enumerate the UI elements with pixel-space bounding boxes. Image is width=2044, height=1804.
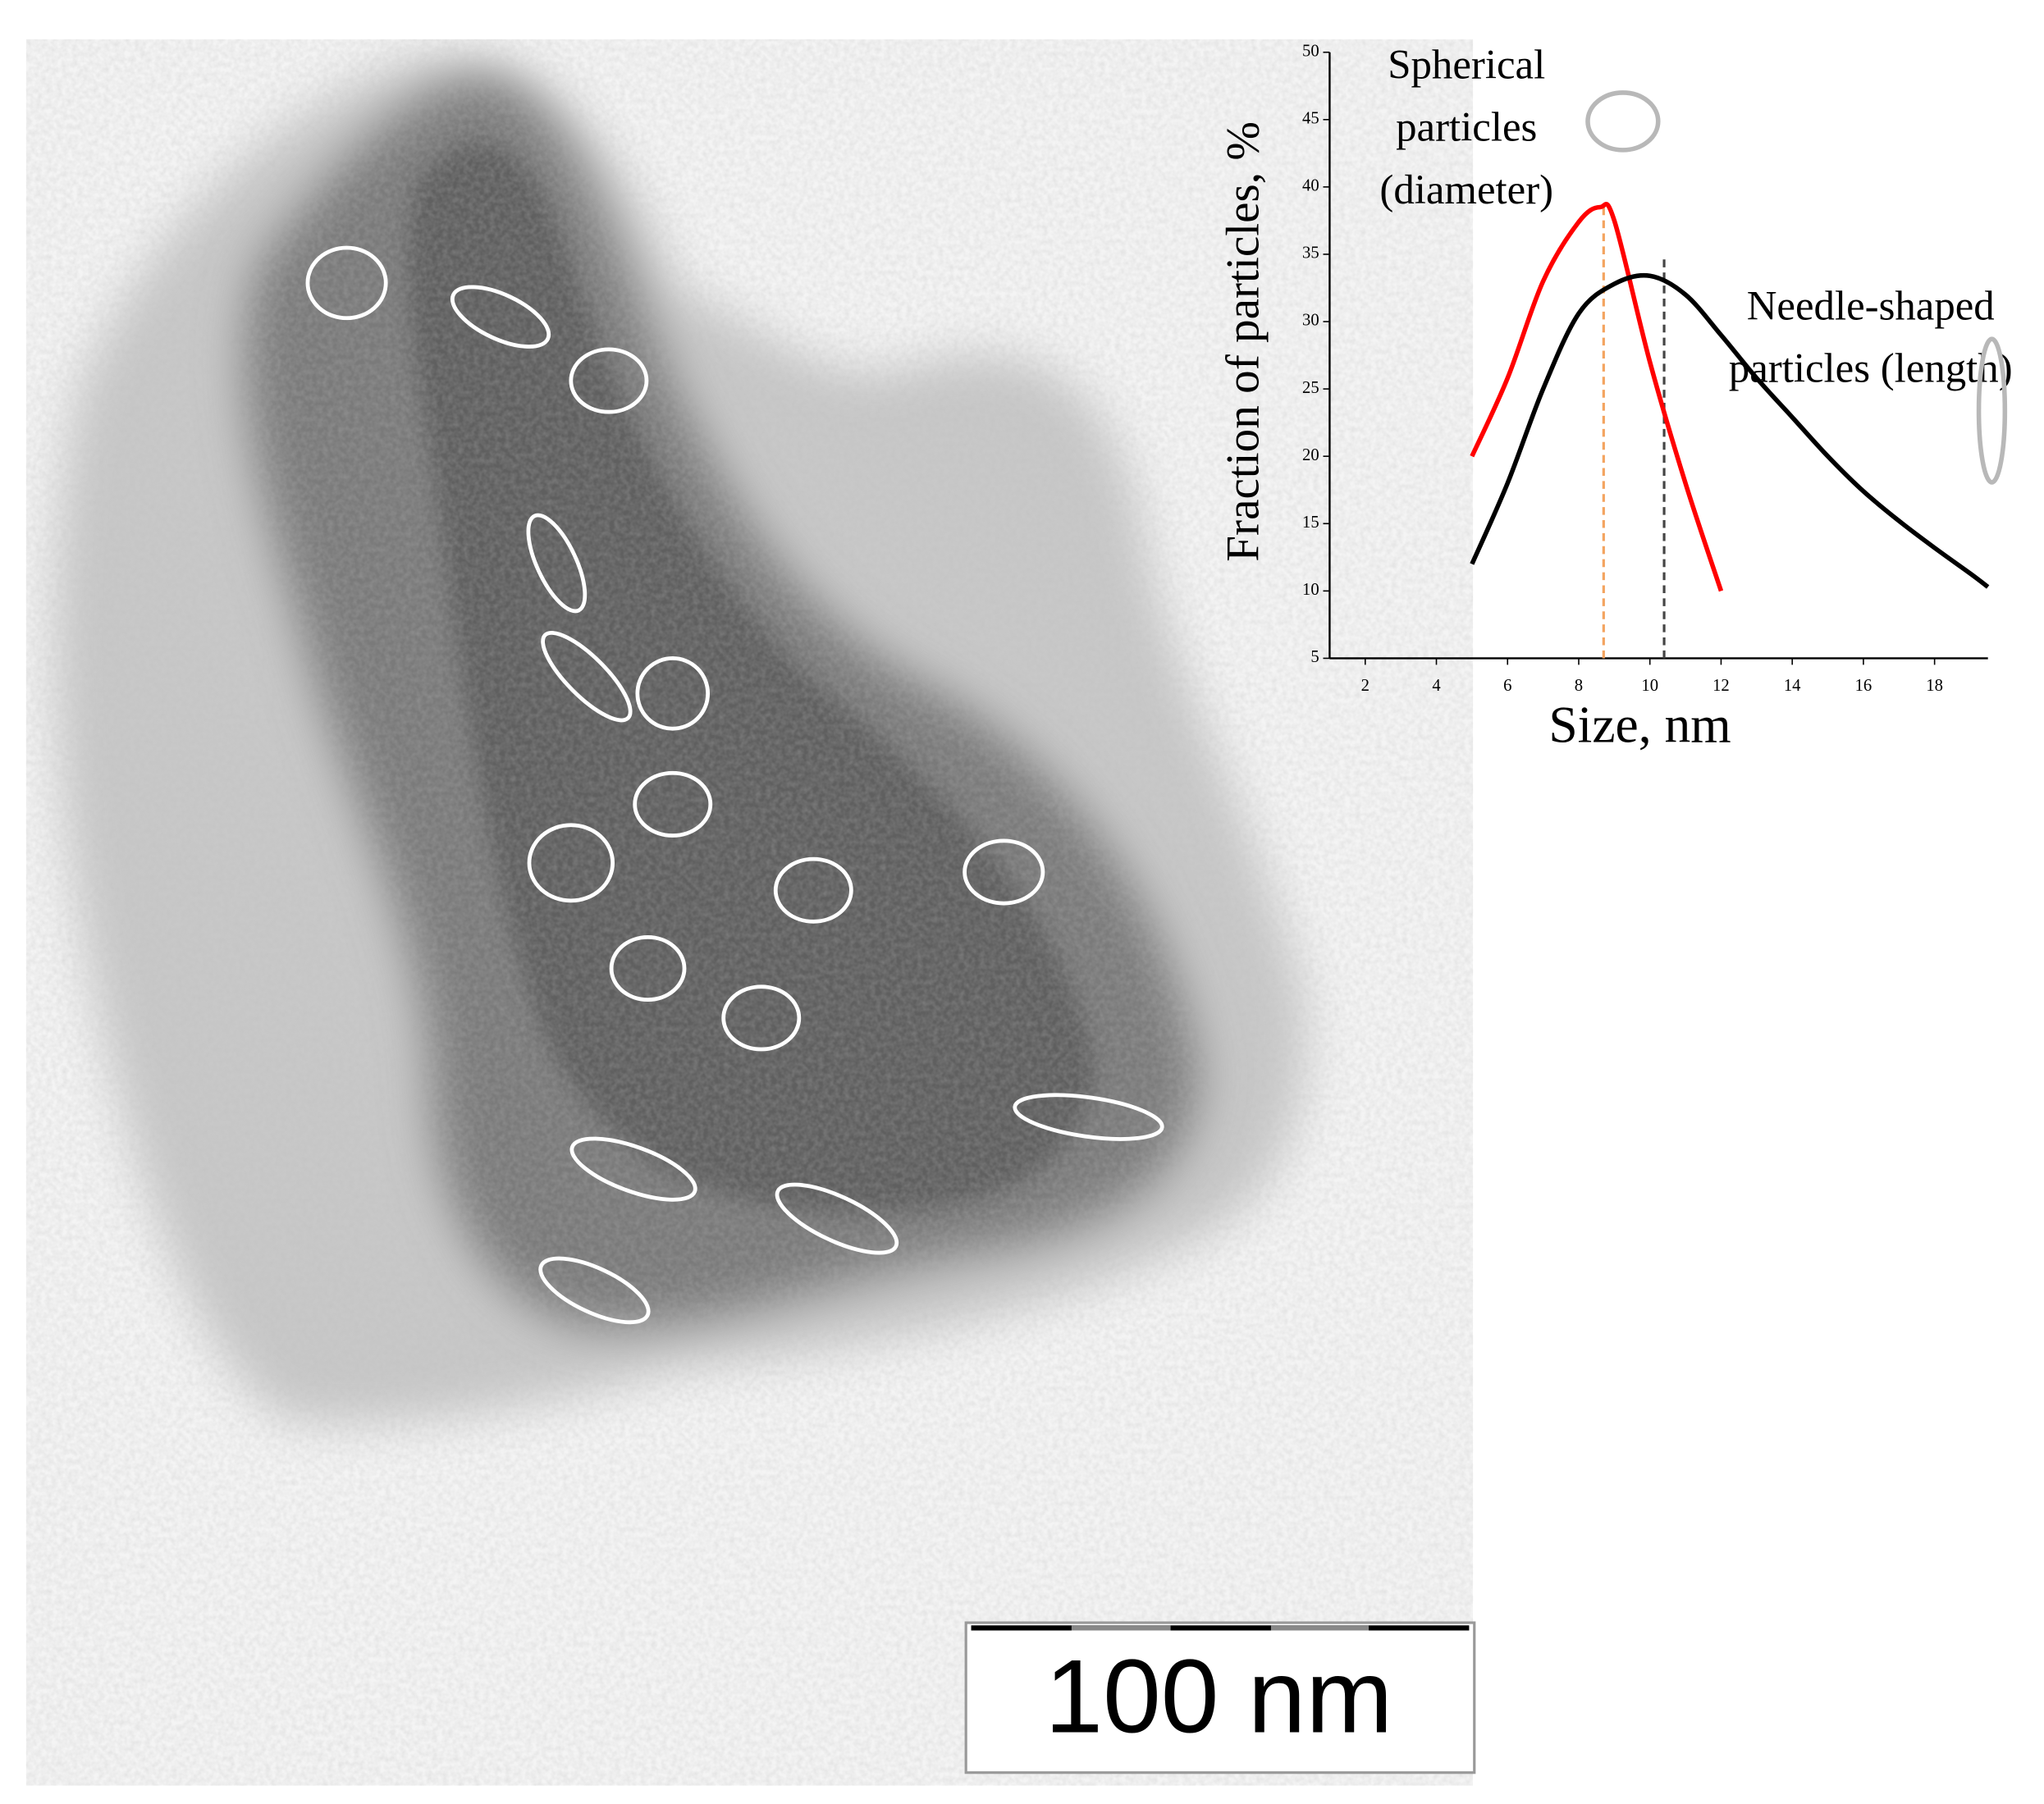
legend-symbol — [1585, 90, 1661, 153]
x-tick-label: 2 — [1361, 677, 1370, 695]
x-tick-label: 10 — [1641, 677, 1658, 695]
series-line — [1470, 272, 1990, 589]
legend-entry: Needle-shaped particles (length) — [1728, 281, 2013, 391]
y-tick-label: 40 — [1302, 177, 1319, 195]
x-tick-label: 8 — [1575, 677, 1583, 695]
series-line — [1470, 202, 1724, 592]
x-tick-label: 18 — [1926, 677, 1943, 695]
y-tick-label: 45 — [1302, 110, 1319, 128]
y-tick-label: 25 — [1302, 379, 1319, 397]
legend-entry: Spherical particles (diameter) — [1379, 40, 1554, 213]
legend-label: Needle-shaped particles (length) — [1728, 281, 2013, 391]
legend-label: Spherical particles (diameter) — [1379, 40, 1554, 213]
x-tick-label: 6 — [1503, 677, 1511, 695]
x-tick-label: 16 — [1855, 677, 1873, 695]
y-tick-label: 50 — [1302, 42, 1319, 60]
x-tick-label: 12 — [1712, 677, 1730, 695]
scale-bar: 100 nm — [964, 1621, 1476, 1774]
x-axis-label: Size, nm — [1548, 695, 1731, 753]
legend-symbol — [1976, 336, 2008, 485]
y-tick-label: 30 — [1302, 312, 1319, 330]
y-axis-label: Fraction of particles, % — [1217, 121, 1269, 562]
inset-chart: Size, nm Fraction of particles, % 5 10 15 2… — [1217, 40, 2013, 753]
y-tick-label: 20 — [1302, 446, 1319, 464]
particle-marks — [305, 245, 1164, 1325]
x-tick-label: 4 — [1432, 677, 1440, 695]
x-tick-label: 14 — [1784, 677, 1801, 695]
micrograph — [25, 39, 1474, 1786]
y-tick-label: 5 — [1310, 648, 1319, 666]
y-tick-label: 10 — [1302, 581, 1319, 599]
scale-bar-label: 100 nm — [1045, 1638, 1392, 1755]
y-tick-label: 15 — [1302, 514, 1319, 532]
y-tick-label: 35 — [1302, 244, 1319, 263]
